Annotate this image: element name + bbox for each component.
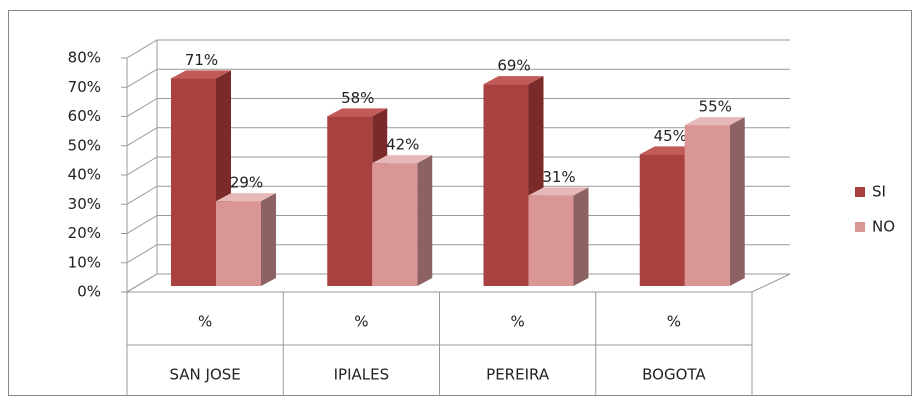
bar-front xyxy=(327,116,373,286)
y-tick-label: 70% xyxy=(68,78,101,96)
bar xyxy=(372,155,433,286)
grid-line xyxy=(126,185,790,205)
bar-front xyxy=(684,125,730,286)
grid-line xyxy=(126,98,790,117)
bar-front xyxy=(171,78,216,286)
chart-border xyxy=(8,10,912,396)
legend-swatch xyxy=(855,222,865,232)
bar-front xyxy=(639,154,685,286)
data-label: 31% xyxy=(542,168,575,186)
legend-label: SI xyxy=(872,183,886,201)
y-tick-label: 20% xyxy=(68,224,101,242)
bar-top xyxy=(171,70,231,79)
category-unit: % xyxy=(198,313,212,331)
data-label: 58% xyxy=(341,89,374,107)
y-tick-label: 10% xyxy=(68,253,101,271)
x-tick-label: SAN JOSE xyxy=(169,366,240,384)
bar-top xyxy=(483,76,544,85)
y-tick-label: 80% xyxy=(68,49,101,67)
y-tick-label: 0% xyxy=(77,283,101,301)
bar xyxy=(528,187,589,286)
data-label: 71% xyxy=(185,51,218,69)
bar xyxy=(171,70,231,286)
data-label: 69% xyxy=(497,57,530,75)
bar-top xyxy=(528,187,589,196)
bar-side xyxy=(261,193,276,286)
category-unit: % xyxy=(354,313,368,331)
bar-front xyxy=(528,195,574,286)
grid-line xyxy=(126,127,790,147)
bar xyxy=(684,117,745,286)
legend-swatch xyxy=(855,187,865,197)
legend-label: NO xyxy=(872,218,895,236)
grid-line xyxy=(126,68,790,88)
data-label: 42% xyxy=(386,136,419,154)
grid-line xyxy=(126,39,790,59)
bar-front xyxy=(372,163,418,286)
grid-line xyxy=(126,156,790,176)
x-tick-label: PEREIRA xyxy=(486,366,550,384)
bar-front xyxy=(216,201,261,286)
bar xyxy=(216,193,276,286)
bar-top xyxy=(327,108,388,117)
bar-front xyxy=(483,84,529,286)
category-unit: % xyxy=(510,313,524,331)
data-label: 55% xyxy=(699,98,732,116)
bar xyxy=(483,76,544,286)
y-tick-label: 40% xyxy=(68,166,101,184)
x-tick-label: BOGOTA xyxy=(642,366,706,384)
category-unit: % xyxy=(667,313,681,331)
bar-side xyxy=(729,117,745,286)
y-tick-label: 50% xyxy=(68,136,101,154)
bar-side xyxy=(573,187,589,286)
x-tick-label: IPIALES xyxy=(334,366,390,384)
y-tick-label: 30% xyxy=(68,195,101,213)
bar-top xyxy=(216,193,276,202)
bar-top xyxy=(372,155,433,164)
data-label: 45% xyxy=(654,127,687,145)
bar-top xyxy=(684,117,745,126)
y-tick-label: 60% xyxy=(68,107,101,125)
data-label: 29% xyxy=(230,174,263,192)
bar-side xyxy=(417,155,433,286)
